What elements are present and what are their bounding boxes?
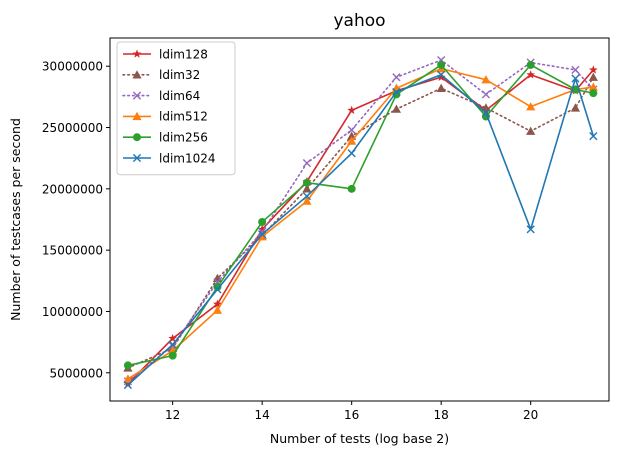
series-line-ldim128: [127, 69, 594, 385]
data-point: [588, 65, 598, 74]
series-line-ldim512: [127, 67, 594, 380]
data-point: [526, 102, 536, 111]
data-point: [481, 75, 491, 84]
data-point: [347, 125, 356, 135]
data-point: [123, 380, 132, 390]
x-tick-label: 20: [523, 408, 538, 422]
data-point: [168, 333, 178, 343]
legend-label: ldim512: [159, 110, 208, 124]
y-tick-label: 15000000: [42, 244, 103, 258]
x-tick-label: 12: [165, 408, 180, 422]
data-point: [258, 230, 267, 239]
data-point: [570, 103, 581, 112]
series-ldim1024: [123, 70, 598, 390]
data-point: [436, 72, 446, 81]
data-point: [481, 90, 491, 99]
data-point: [481, 103, 491, 112]
data-point: [392, 73, 401, 82]
data-point: [213, 299, 222, 308]
plot-area: [123, 55, 598, 390]
legend-entry-ldim512: ldim512: [123, 110, 208, 124]
data-point: [392, 87, 401, 97]
data-point: [123, 379, 133, 388]
data-point: [571, 65, 580, 74]
legend-marker: [133, 133, 141, 142]
data-point: [347, 136, 357, 145]
data-point: [391, 104, 402, 113]
legend-marker: [132, 91, 142, 100]
data-point: [302, 184, 312, 193]
data-point: [168, 351, 177, 360]
data-point: [123, 374, 133, 383]
y-axis-label: Number of testcases per second: [8, 118, 23, 321]
legend-marker: [132, 49, 142, 58]
y-tick-label: 20000000: [42, 182, 103, 196]
data-point: [347, 105, 357, 115]
y-tick-label: 10000000: [42, 305, 103, 319]
x-axis-label: Number of tests (log base 2): [270, 431, 449, 446]
data-point: [526, 225, 535, 234]
legend-entry-ldim1024: ldim1024: [123, 151, 216, 165]
axis-ticks: 12 14 16 18 20 5000000 10000000 15000000 2000000…: [42, 60, 538, 422]
x-tick-label: 14: [255, 408, 270, 422]
y-tick-label: 5000000: [50, 366, 103, 380]
legend-label: ldim1024: [159, 151, 216, 165]
data-point: [436, 83, 446, 92]
legend-label: ldim256: [159, 131, 208, 145]
legend-entry-ldim64: ldim64: [122, 89, 200, 103]
data-point: [588, 82, 598, 91]
data-point: [257, 224, 267, 234]
legend-entry-ldim256: ldim256: [123, 131, 208, 145]
data-point: [589, 89, 598, 98]
chart-title: yahoo: [333, 11, 385, 31]
data-point: [213, 282, 222, 291]
x-tick-label: 16: [344, 408, 359, 422]
legend-entry-ldim128: ldim128: [123, 47, 208, 61]
legend-marker: [132, 70, 142, 79]
data-point: [258, 217, 267, 226]
data-point: [526, 70, 536, 79]
data-point: [347, 184, 356, 193]
data-point: [588, 72, 598, 81]
data-point: [526, 60, 535, 69]
data-point: [437, 70, 446, 79]
series-line-ldim1024: [127, 73, 595, 386]
legend-entry-ldim32: ldim32: [122, 68, 200, 82]
data-point: [571, 74, 580, 83]
x-tick-label: 18: [434, 408, 449, 422]
data-point: [123, 361, 132, 370]
data-point: [302, 196, 312, 205]
data-point: [168, 340, 177, 349]
data-point: [437, 60, 446, 69]
legend-label: ldim32: [159, 68, 200, 82]
data-point: [302, 178, 311, 187]
y-tick-label: 30000000: [42, 60, 103, 74]
data-point: [302, 158, 312, 168]
data-point: [213, 285, 222, 294]
legend-marker: [132, 153, 142, 163]
data-point: [392, 90, 401, 99]
series-line-ldim32: [127, 76, 595, 369]
plot-frame: [109, 37, 610, 402]
data-point: [589, 132, 598, 141]
data-point: [526, 126, 536, 135]
legend: ldim128 ldim32 ldim64 ldim512 ldim256 ldim102…: [116, 41, 236, 176]
series-line-ldim64: [127, 59, 595, 383]
data-point: [212, 305, 223, 314]
y-tick-label: 25000000: [42, 121, 103, 135]
legend-label: ldim128: [159, 47, 208, 61]
legend-marker: [132, 111, 142, 121]
data-point: [481, 108, 491, 117]
series-ldim512: [123, 64, 598, 383]
data-point: [347, 149, 356, 158]
data-point: [302, 192, 312, 201]
legend-label: ldim64: [159, 89, 200, 103]
